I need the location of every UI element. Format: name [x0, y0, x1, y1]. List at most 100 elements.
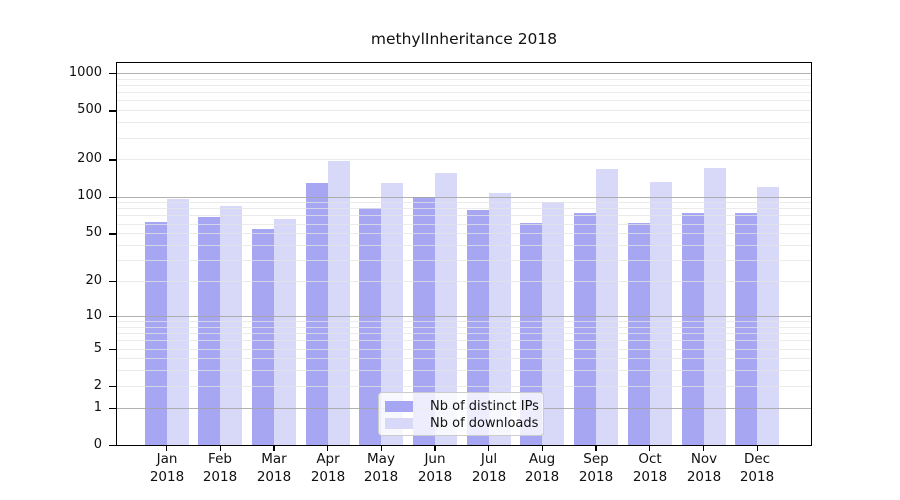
- x-tick-label-feb: Feb 2018: [202, 451, 238, 485]
- x-tick-mark-aug: [541, 446, 544, 451]
- legend-swatch-downloads: [385, 418, 413, 429]
- y-tick-label-2: 2: [93, 378, 102, 393]
- gridline-2: [117, 385, 811, 387]
- gridline-300: [117, 137, 811, 139]
- y-tick-mark-500: [109, 110, 116, 112]
- gridline-200: [117, 159, 811, 161]
- gridline-900: [117, 78, 811, 80]
- y-tick-label-10: 10: [85, 308, 102, 323]
- y-tick-label-20: 20: [85, 273, 102, 288]
- x-tick-label-jul: Jul 2018: [471, 451, 507, 485]
- bar-distinct-ips-feb: [198, 217, 221, 445]
- x-tick-label-mar: Mar 2018: [256, 451, 292, 485]
- gridline-800: [117, 84, 811, 86]
- y-tick-label-1000: 1000: [68, 65, 102, 80]
- bar-downloads-nov: [703, 167, 726, 445]
- x-tick-label-jun: Jun 2018: [417, 451, 453, 485]
- bar-downloads-jun: [435, 172, 457, 445]
- gridline-600: [117, 100, 811, 102]
- x-tick-mark-apr: [326, 446, 329, 451]
- y-tick-label-50: 50: [85, 225, 102, 240]
- y-tick-label-500: 500: [77, 102, 102, 117]
- gridline-70: [117, 215, 811, 217]
- gridline-20: [117, 281, 811, 282]
- y-tick-mark-10: [109, 315, 116, 318]
- legend-swatch-distinct-ips: [385, 401, 413, 412]
- plot-area: Nb of distinct IPs Nb of downloads: [116, 62, 812, 446]
- x-tick-label-sep: Sep 2018: [578, 451, 614, 485]
- y-tick-mark-50: [109, 233, 116, 235]
- y-tick-mark-0: [109, 445, 116, 447]
- gridline-10: [117, 315, 811, 317]
- gridline-60: [117, 223, 811, 225]
- bar-downloads-apr: [327, 161, 350, 445]
- bar-downloads-oct: [649, 181, 672, 445]
- y-tick-label-200: 200: [77, 151, 102, 166]
- x-tick-label-oct: Oct 2018: [632, 451, 668, 485]
- x-tick-mark-may: [380, 446, 382, 451]
- bar-downloads-sep: [596, 169, 619, 445]
- gridline-5: [117, 348, 811, 350]
- chart-title: methylInheritance 2018: [370, 30, 558, 48]
- legend-label-downloads: Nb of downloads: [430, 416, 539, 431]
- x-tick-label-aug: Aug 2018: [524, 451, 560, 485]
- bar-downloads-mar: [273, 218, 296, 445]
- gridline-90: [117, 202, 811, 204]
- x-tick-label-jan: Jan 2018: [149, 451, 185, 485]
- x-tick-mark-feb: [219, 446, 221, 451]
- gridline-700: [117, 92, 811, 94]
- gridline-50: [117, 233, 811, 235]
- x-tick-mark-oct: [649, 446, 651, 451]
- y-tick-mark-1000: [109, 72, 116, 75]
- legend: Nb of distinct IPs Nb of downloads: [378, 392, 544, 436]
- y-tick-mark-1: [109, 407, 116, 410]
- gridline-30: [117, 260, 811, 262]
- y-tick-mark-5: [109, 348, 116, 350]
- legend-label-distinct-ips: Nb of distinct IPs: [430, 399, 539, 414]
- gridline-3: [117, 370, 811, 372]
- bar-downloads-may: [381, 183, 404, 445]
- y-tick-label-0: 0: [93, 437, 102, 452]
- x-tick-mark-nov: [702, 446, 705, 451]
- gridline-80: [117, 208, 811, 210]
- x-tick-mark-jun: [434, 446, 436, 451]
- bar-distinct-ips-dec: [735, 212, 758, 445]
- bar-distinct-ips-mar: [251, 229, 274, 445]
- legend-item-distinct-ips: Nb of distinct IPs: [385, 398, 539, 415]
- bar-distinct-ips-nov: [681, 212, 704, 445]
- bar-distinct-ips-sep: [574, 212, 597, 445]
- bar-downloads-feb: [220, 205, 243, 445]
- gridline-40: [117, 245, 811, 246]
- gridlines-layer: [117, 63, 811, 445]
- bar-downloads-dec: [757, 186, 780, 445]
- y-tick-mark-20: [109, 281, 116, 283]
- y-tick-label-1: 1: [93, 400, 102, 415]
- legend-item-downloads: Nb of downloads: [385, 415, 539, 432]
- gridline-4: [117, 358, 811, 360]
- gridline-1000: [117, 72, 811, 74]
- bar-downloads-aug: [542, 201, 565, 445]
- x-tick-label-dec: Dec 2018: [739, 451, 775, 485]
- y-tick-mark-2: [109, 385, 116, 388]
- bars-layer: [117, 63, 811, 445]
- x-tick-label-nov: Nov 2018: [686, 451, 722, 485]
- y-tick-mark-100: [109, 196, 116, 198]
- gridline-7: [117, 333, 811, 334]
- x-tick-mark-jan: [165, 446, 168, 451]
- gridline-9: [117, 321, 811, 322]
- y-tick-mark-200: [109, 159, 116, 161]
- x-tick-mark-mar: [273, 446, 275, 451]
- x-tick-label-may: May 2018: [363, 451, 399, 485]
- x-tick-mark-dec: [756, 446, 758, 451]
- x-tick-mark-jul: [488, 446, 490, 451]
- y-tick-label-5: 5: [93, 341, 102, 356]
- gridline-500: [117, 110, 811, 112]
- x-tick-mark-sep: [595, 446, 597, 451]
- x-tick-label-apr: Apr 2018: [310, 451, 346, 485]
- y-tick-label-100: 100: [77, 188, 102, 203]
- bar-distinct-ips-apr: [305, 183, 328, 445]
- gridline-8: [117, 326, 811, 328]
- gridline-400: [117, 122, 811, 124]
- gridline-100: [117, 196, 811, 198]
